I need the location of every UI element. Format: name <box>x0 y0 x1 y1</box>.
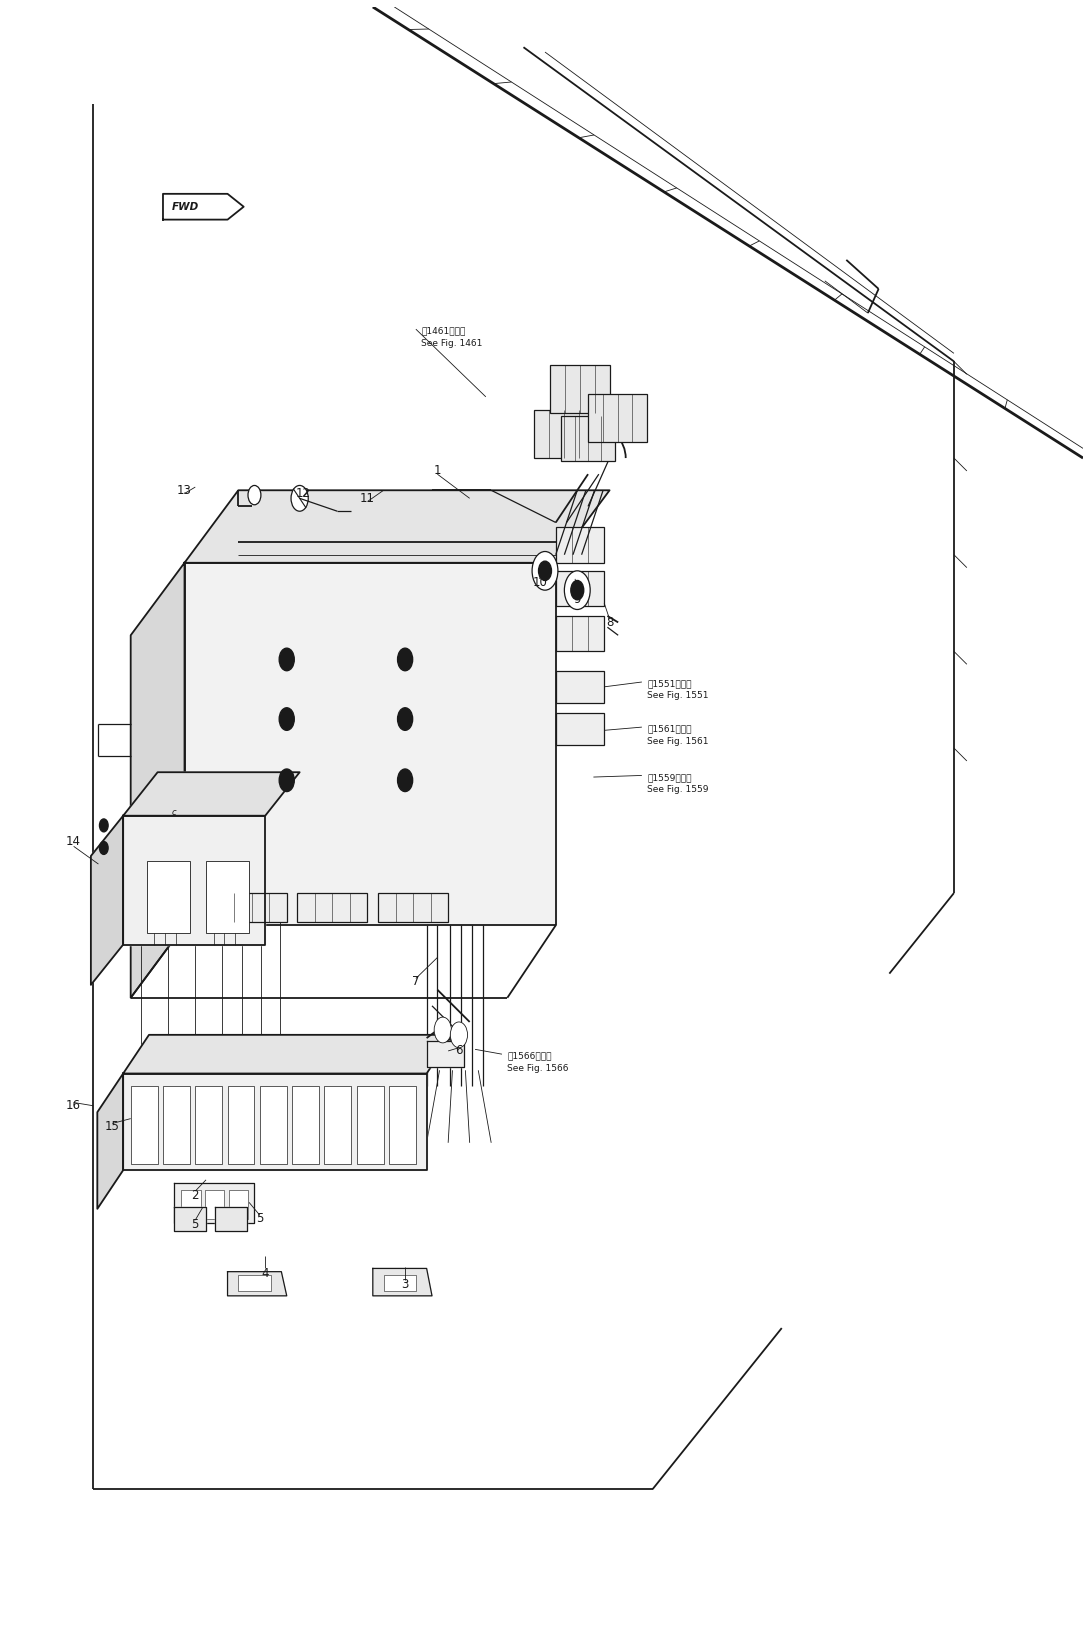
Text: 7: 7 <box>412 975 420 988</box>
Text: 第1559図参照
See Fig. 1559: 第1559図参照 See Fig. 1559 <box>647 774 708 795</box>
Text: 12: 12 <box>295 488 311 500</box>
Circle shape <box>279 769 294 791</box>
Text: 2: 2 <box>192 1190 199 1202</box>
Bar <box>588 393 647 442</box>
Polygon shape <box>123 816 265 944</box>
Bar <box>556 570 604 606</box>
Bar <box>195 1087 222 1164</box>
Polygon shape <box>373 1269 432 1295</box>
Bar <box>384 1276 416 1290</box>
Circle shape <box>291 486 308 512</box>
Bar <box>389 1087 416 1164</box>
Polygon shape <box>97 1074 123 1209</box>
Bar <box>325 1087 351 1164</box>
Text: 11: 11 <box>360 492 375 505</box>
Polygon shape <box>164 193 244 219</box>
Polygon shape <box>123 1074 426 1170</box>
Bar <box>239 1276 270 1290</box>
Polygon shape <box>228 1272 287 1295</box>
Text: 4: 4 <box>262 1268 269 1280</box>
Bar <box>292 1087 319 1164</box>
Circle shape <box>565 570 590 609</box>
Text: 6: 6 <box>456 1045 462 1058</box>
Circle shape <box>532 551 558 590</box>
Text: 5: 5 <box>192 1219 199 1232</box>
Bar <box>556 713 604 744</box>
Polygon shape <box>123 1035 452 1074</box>
Circle shape <box>99 842 108 855</box>
Polygon shape <box>184 562 556 925</box>
Polygon shape <box>131 562 184 998</box>
Text: c: c <box>171 808 177 817</box>
Text: 8: 8 <box>606 616 614 629</box>
Text: 10: 10 <box>532 575 547 588</box>
Bar <box>550 364 609 413</box>
Circle shape <box>99 819 108 832</box>
Bar <box>147 861 190 933</box>
Circle shape <box>538 561 552 580</box>
Polygon shape <box>184 491 609 562</box>
Bar <box>378 894 448 921</box>
Bar <box>206 861 250 933</box>
Bar <box>229 1190 249 1219</box>
Bar <box>164 1087 190 1164</box>
Circle shape <box>249 486 261 505</box>
Bar <box>556 671 604 704</box>
Polygon shape <box>90 816 123 985</box>
Circle shape <box>398 648 413 671</box>
Polygon shape <box>426 1042 464 1068</box>
Polygon shape <box>173 1183 254 1224</box>
Bar <box>534 410 593 458</box>
Bar <box>259 1087 287 1164</box>
Bar <box>356 1087 384 1164</box>
Circle shape <box>571 580 584 600</box>
Circle shape <box>279 648 294 671</box>
Text: 第1561図参照
See Fig. 1561: 第1561図参照 See Fig. 1561 <box>647 725 708 746</box>
Circle shape <box>450 1022 468 1048</box>
Bar <box>556 528 604 562</box>
Polygon shape <box>215 1207 247 1232</box>
Circle shape <box>398 708 413 730</box>
Circle shape <box>434 1017 451 1043</box>
Text: FWD: FWD <box>171 202 198 211</box>
Text: 第1461図参照
See Fig. 1461: 第1461図参照 See Fig. 1461 <box>421 327 483 348</box>
Bar <box>228 1087 254 1164</box>
Text: 9: 9 <box>573 593 581 606</box>
Bar <box>205 1190 225 1219</box>
Bar <box>181 1190 201 1219</box>
Text: 5: 5 <box>256 1212 264 1225</box>
Bar <box>131 1087 158 1164</box>
Text: 13: 13 <box>177 484 192 497</box>
Polygon shape <box>173 1207 206 1232</box>
Circle shape <box>398 769 413 791</box>
Text: 第1566図参照
See Fig. 1566: 第1566図参照 See Fig. 1566 <box>507 1051 569 1072</box>
Bar <box>556 616 604 652</box>
Text: 16: 16 <box>66 1098 81 1112</box>
Bar <box>561 416 615 461</box>
Text: 1: 1 <box>434 465 441 478</box>
Bar <box>217 894 287 921</box>
Circle shape <box>279 708 294 730</box>
Polygon shape <box>123 772 300 816</box>
Text: 15: 15 <box>105 1120 120 1133</box>
Text: 3: 3 <box>401 1277 409 1290</box>
Text: 14: 14 <box>66 835 81 848</box>
Text: 第1551図参照
See Fig. 1551: 第1551図参照 See Fig. 1551 <box>647 679 708 700</box>
Bar <box>298 894 367 921</box>
